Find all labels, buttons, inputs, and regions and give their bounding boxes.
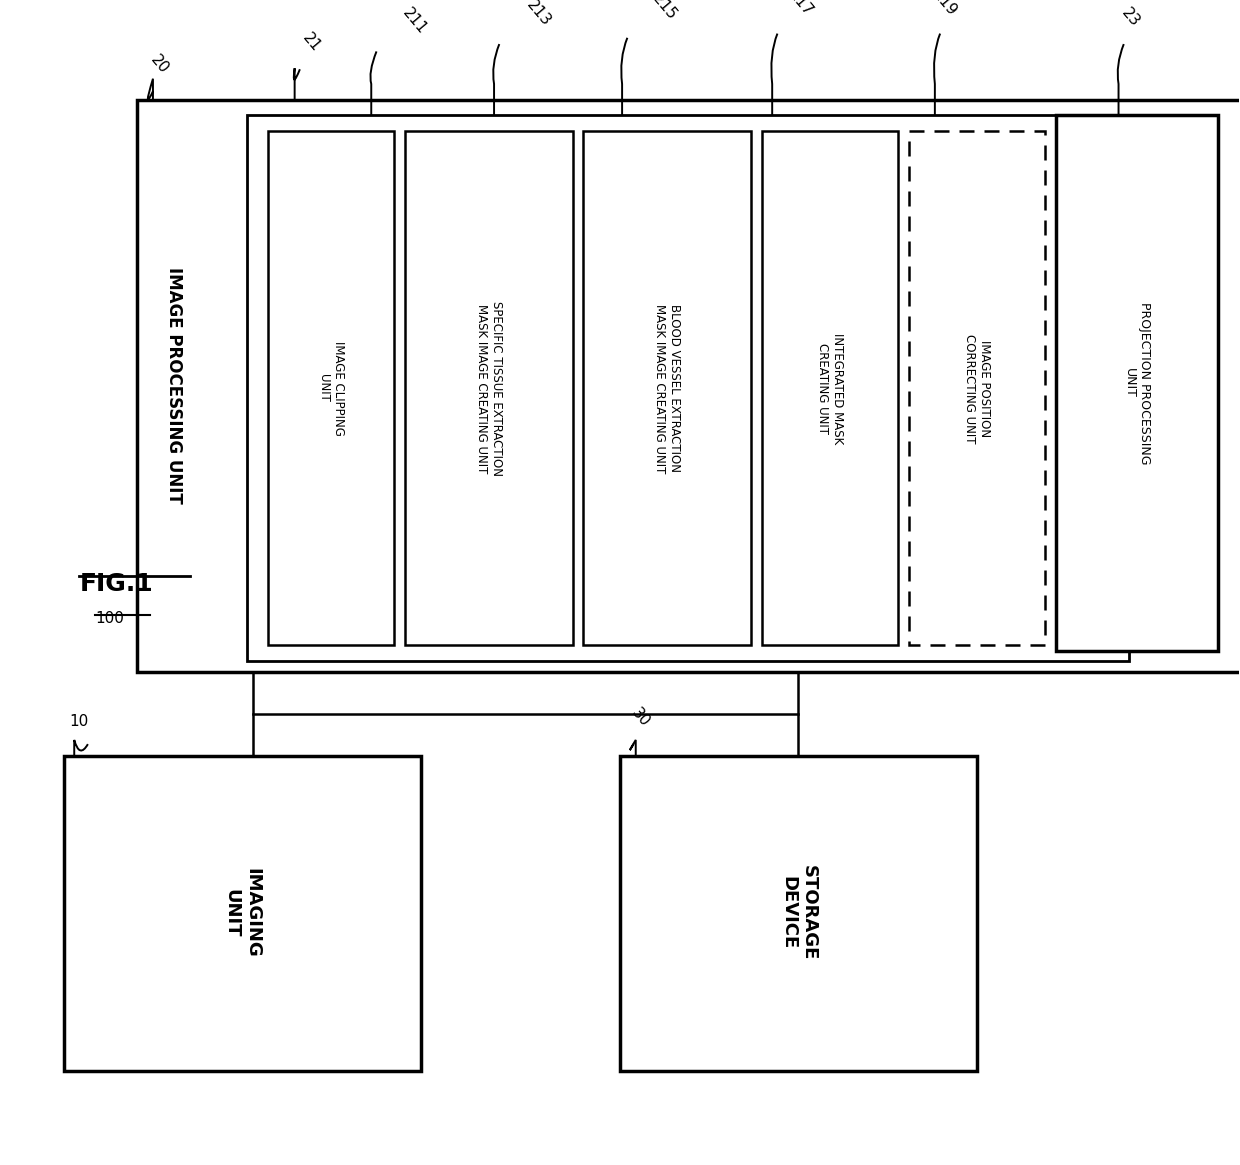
Text: INTEGRATED MASK
CREATING UNIT: INTEGRATED MASK CREATING UNIT (816, 333, 844, 444)
Text: STORAGE
DEVICE: STORAGE DEVICE (779, 866, 818, 961)
Bar (909, 132, 1045, 645)
Text: IMAGE PROCESSING UNIT: IMAGE PROCESSING UNIT (165, 267, 184, 504)
Text: IMAGE POSITION
CORRECTING UNIT: IMAGE POSITION CORRECTING UNIT (962, 333, 991, 443)
Bar (583, 132, 751, 645)
Bar (248, 115, 1130, 662)
Text: 211: 211 (399, 5, 429, 37)
Bar (620, 756, 977, 1071)
Text: 215: 215 (650, 0, 680, 23)
Text: 21: 21 (300, 30, 324, 55)
Text: IMAGING
UNIT: IMAGING UNIT (223, 868, 262, 958)
Text: 100: 100 (95, 610, 124, 626)
Text: 217: 217 (786, 0, 816, 19)
Text: SPECIFIC TISSUE EXTRACTION
MASK IMAGE CREATING UNIT: SPECIFIC TISSUE EXTRACTION MASK IMAGE CR… (475, 301, 502, 475)
Text: 23: 23 (1118, 5, 1142, 29)
Bar (138, 100, 1240, 672)
Bar (1055, 115, 1218, 651)
Text: 213: 213 (523, 0, 553, 29)
Text: 30: 30 (629, 705, 652, 729)
Bar (404, 132, 573, 645)
Bar (761, 132, 898, 645)
Text: 20: 20 (148, 52, 171, 77)
Text: FIG.1: FIG.1 (79, 572, 154, 596)
Text: BLOOD VESSEL EXTRACTION
MASK IMAGE CREATING UNIT: BLOOD VESSEL EXTRACTION MASK IMAGE CREAT… (653, 304, 681, 473)
Text: IMAGE CLIPPING
UNIT: IMAGE CLIPPING UNIT (317, 341, 346, 436)
Bar (63, 756, 420, 1071)
Text: 219: 219 (930, 0, 960, 19)
Text: PROJECTION PROCESSING
UNIT: PROJECTION PROCESSING UNIT (1123, 302, 1151, 465)
Text: 10: 10 (69, 714, 88, 729)
Bar (268, 132, 394, 645)
